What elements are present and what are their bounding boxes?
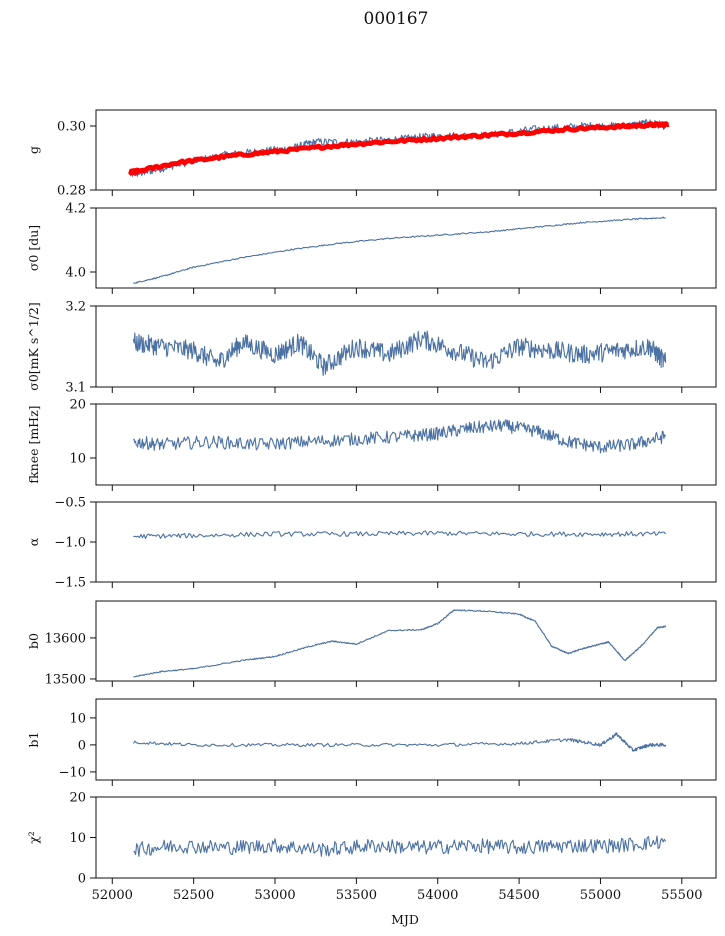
b0-series-0-line: [133, 609, 667, 678]
g-y-tick-label: 0.30: [57, 120, 86, 135]
b1-series-0-line: [132, 732, 667, 752]
panel-sigma0-mks: 3.1 3.2 σ0[mK s^1/2]: [26, 300, 717, 396]
sigma0-mks-y-tick-label: 3.1: [65, 381, 86, 396]
x-tick-label: 52000: [92, 888, 133, 903]
figure-title: 000167: [364, 9, 429, 29]
b0-axes-frame: [95, 600, 717, 682]
chi2-y-tick-label: 20: [69, 791, 86, 806]
x-tick-label: 55500: [661, 888, 702, 903]
fknee-y-tick-label: 20: [69, 398, 86, 413]
b1-y-tick-label: −10: [59, 765, 86, 780]
b0-y-tick-label: 13600: [45, 631, 86, 646]
b1-axes-frame: [95, 698, 717, 781]
sigma0-du-axes-frame: [95, 207, 717, 289]
chi2-y-tick-label: 0: [78, 872, 86, 887]
sigma0-mks-series-0-line: [132, 330, 667, 376]
b1-y-tick-label: 10: [69, 711, 86, 726]
sigma0-mks-y-tick-label: 3.2: [65, 300, 86, 315]
alpha-y-tick-label: −1.0: [54, 536, 86, 551]
x-tick-label: 53500: [336, 888, 377, 903]
panel-g: 0.28 0.30 g: [26, 109, 717, 199]
x-tick-label: 52500: [173, 888, 214, 903]
panel-fknee: 10 20 fknee [mHz]: [26, 398, 717, 491]
g-axes-frame: [95, 109, 717, 191]
b1-y-tick-label: 0: [78, 738, 86, 753]
sigma0-mks-axes-frame: [95, 305, 717, 388]
g-series-1-fit-line: [128, 121, 671, 176]
b0-y-tick-label: 13500: [45, 672, 86, 687]
chi2-series-0-line: [133, 835, 667, 857]
alpha-y-tick-label: −0.5: [54, 496, 86, 511]
panel-sigma0-du: 4.0 4.2 σ0 [du]: [26, 202, 717, 294]
x-tick-label: 53000: [254, 888, 295, 903]
x-axis-label: MJD: [391, 912, 419, 927]
fknee-y-tick-label: 10: [69, 452, 86, 467]
alpha-y-tick-label: −1.5: [54, 576, 86, 591]
panel-b1: −10 0 10 b1: [26, 698, 717, 786]
chi2-y-axis-label: χ²: [26, 831, 41, 844]
x-tick-label: 54000: [417, 888, 458, 903]
alpha-y-axis-label: α: [26, 537, 41, 546]
b1-y-axis-label: b1: [26, 732, 41, 748]
sigma0-du-y-tick-label: 4.2: [65, 202, 86, 217]
sigma0-mks-y-axis-label: σ0[mK s^1/2]: [26, 302, 41, 390]
sigma0-du-y-tick-label: 4.0: [65, 266, 86, 281]
sigma0-du-series-0-line: [133, 216, 666, 284]
x-tick-label: 55000: [580, 888, 621, 903]
g-y-axis-label: g: [26, 146, 41, 154]
alpha-series-0-line: [133, 530, 667, 540]
b0-y-axis-label: b0: [26, 633, 41, 649]
alpha-axes-frame: [95, 501, 717, 583]
fknee-axes-frame: [95, 403, 717, 486]
fknee-series-0-line: [132, 419, 667, 454]
panel-chi2: 0 10 20 χ²: [26, 791, 717, 887]
panel-b0: 13500 13600 b0: [26, 600, 717, 687]
g-y-tick-label: 0.28: [57, 184, 86, 199]
chi2-axes-frame: [95, 796, 717, 879]
sigma0-du-y-axis-label: σ0 [du]: [26, 225, 41, 271]
fknee-y-axis-label: fknee [mHz]: [26, 405, 41, 483]
panels: 0.28 0.30 g 4.0 4.2 σ0 [du] 3.1 3.2 σ0[mK s^1/2]…: [26, 109, 717, 903]
x-tick-label: 54500: [498, 888, 539, 903]
chi2-y-tick-label: 10: [69, 831, 86, 846]
panel-alpha: −1.5 −1.0 −0.5 α: [26, 496, 717, 591]
